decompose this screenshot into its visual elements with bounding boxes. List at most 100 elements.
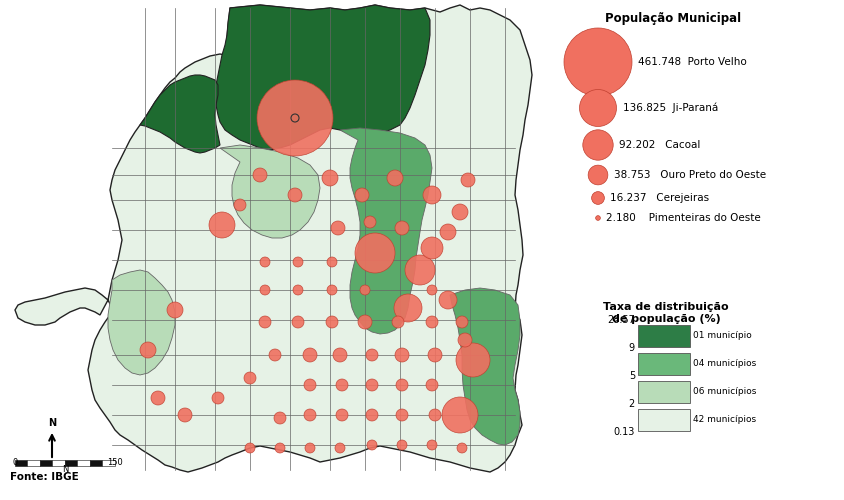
Polygon shape (15, 5, 532, 472)
Bar (52, 460, 65, 466)
Circle shape (394, 221, 408, 235)
Circle shape (273, 412, 285, 424)
Circle shape (393, 294, 421, 322)
Circle shape (364, 216, 376, 228)
Circle shape (354, 188, 369, 202)
Circle shape (452, 204, 468, 220)
Circle shape (260, 285, 270, 295)
Text: 2.180    Pimenteiras do Oeste: 2.180 Pimenteiras do Oeste (606, 213, 760, 223)
Text: 2: 2 (628, 399, 634, 409)
Bar (78, 460, 90, 466)
Circle shape (582, 130, 613, 160)
Text: 9: 9 (628, 343, 634, 353)
Bar (637, 381, 690, 403)
Circle shape (288, 188, 301, 202)
Circle shape (259, 316, 271, 328)
Text: 92.202   Cacoal: 92.202 Cacoal (619, 140, 700, 150)
Circle shape (244, 372, 256, 384)
Text: 0: 0 (13, 458, 18, 467)
Bar (28, 460, 40, 466)
Bar (637, 409, 690, 431)
Circle shape (360, 285, 370, 295)
Text: 38.753   Ouro Preto do Oeste: 38.753 Ouro Preto do Oeste (613, 170, 765, 180)
Text: 461.748  Porto Velho: 461.748 Porto Velho (637, 57, 746, 67)
Circle shape (396, 409, 408, 421)
Circle shape (327, 285, 337, 295)
Text: 5: 5 (628, 371, 634, 381)
Circle shape (425, 316, 437, 328)
Circle shape (423, 186, 441, 204)
Polygon shape (450, 288, 519, 445)
Circle shape (397, 440, 407, 450)
Circle shape (212, 392, 224, 404)
Circle shape (440, 224, 456, 240)
Circle shape (439, 291, 457, 309)
Polygon shape (108, 270, 175, 375)
Circle shape (331, 221, 344, 235)
Circle shape (140, 342, 156, 358)
Circle shape (425, 379, 437, 391)
Circle shape (305, 443, 315, 453)
Circle shape (426, 285, 436, 295)
Bar (637, 353, 690, 375)
Polygon shape (140, 75, 219, 153)
Circle shape (274, 443, 284, 453)
Bar (65, 460, 78, 466)
Text: Taxa de distribuição
de população (%): Taxa de distribuição de população (%) (603, 302, 728, 324)
Circle shape (420, 237, 442, 259)
Circle shape (404, 255, 435, 285)
Circle shape (326, 316, 338, 328)
Circle shape (366, 440, 376, 450)
Circle shape (579, 90, 616, 126)
Circle shape (354, 233, 394, 273)
Bar (40, 460, 52, 466)
Circle shape (365, 379, 377, 391)
Circle shape (457, 333, 472, 347)
Circle shape (365, 349, 377, 361)
Polygon shape (219, 145, 320, 238)
Circle shape (292, 316, 304, 328)
Text: 136.825  Ji-Paraná: 136.825 Ji-Paraná (622, 103, 717, 114)
Circle shape (387, 170, 403, 186)
Text: 01 município: 01 município (692, 332, 751, 340)
Circle shape (457, 443, 467, 453)
Circle shape (336, 379, 348, 391)
Circle shape (293, 285, 303, 295)
Circle shape (591, 192, 603, 204)
Circle shape (304, 409, 316, 421)
Circle shape (303, 348, 316, 362)
Circle shape (260, 257, 270, 267)
Bar (637, 325, 690, 347)
Text: 28.57: 28.57 (606, 315, 634, 325)
Text: 06 municípios: 06 municípios (692, 388, 755, 396)
Text: 04 municípios: 04 municípios (692, 360, 755, 368)
Circle shape (208, 212, 235, 238)
Circle shape (461, 173, 474, 187)
Circle shape (322, 170, 338, 186)
Circle shape (327, 257, 337, 267)
Circle shape (396, 379, 408, 391)
Circle shape (151, 391, 165, 405)
Circle shape (336, 409, 348, 421)
Text: 42 municípios: 42 municípios (692, 416, 755, 424)
Polygon shape (214, 5, 430, 150)
Bar (102, 460, 115, 466)
Circle shape (365, 409, 377, 421)
Circle shape (456, 316, 468, 328)
Circle shape (333, 348, 347, 362)
Text: 0.13: 0.13 (613, 427, 634, 437)
Circle shape (429, 409, 441, 421)
Text: N: N (62, 465, 68, 474)
Bar (90, 460, 102, 466)
Text: População Municipal: População Municipal (604, 12, 740, 25)
Circle shape (234, 199, 246, 211)
Circle shape (293, 257, 303, 267)
Circle shape (167, 302, 183, 318)
Text: 16.237   Cerejeiras: 16.237 Cerejeiras (609, 193, 709, 203)
Circle shape (252, 168, 267, 182)
Circle shape (257, 80, 333, 156)
Circle shape (245, 443, 255, 453)
Circle shape (392, 316, 403, 328)
Circle shape (178, 408, 192, 422)
Circle shape (595, 216, 599, 220)
